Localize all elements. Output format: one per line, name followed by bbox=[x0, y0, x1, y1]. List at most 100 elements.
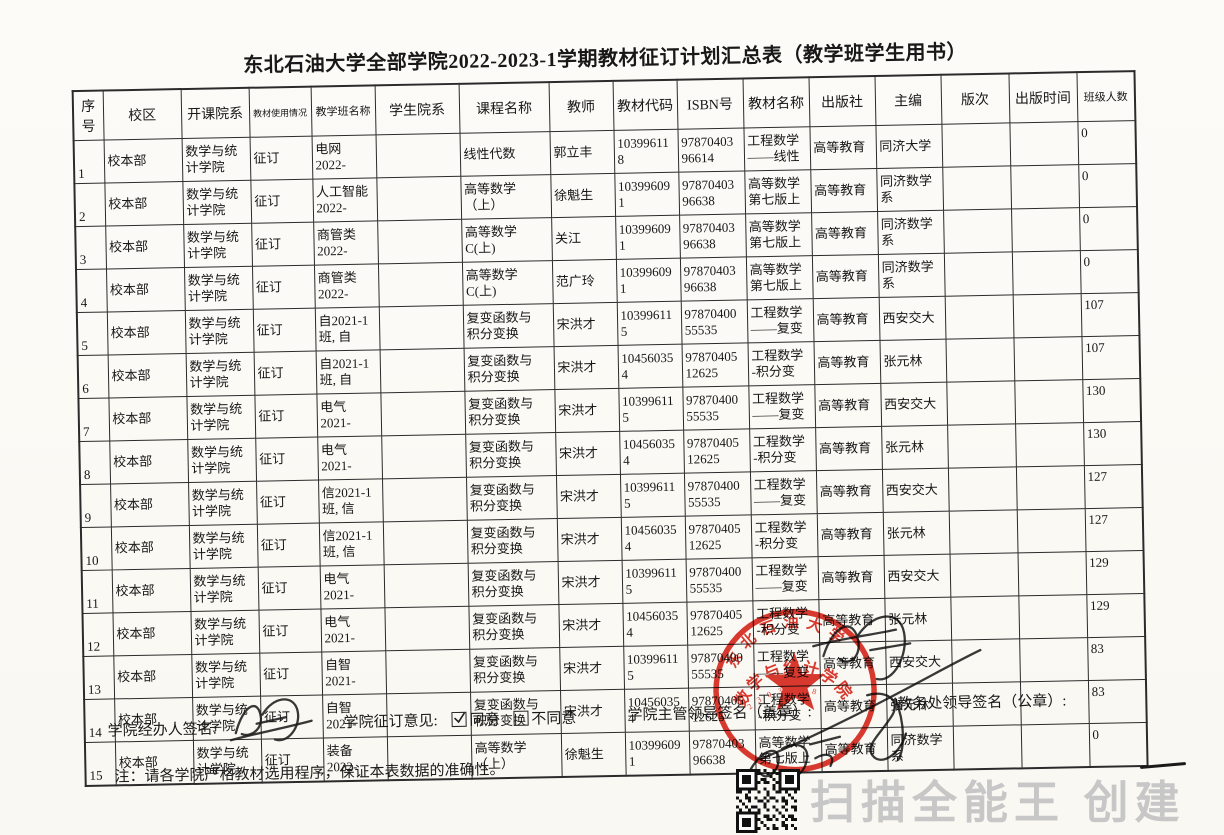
table-cell: 130 bbox=[1083, 421, 1142, 466]
table-cell: 0 bbox=[1079, 249, 1139, 294]
table-cell: 征订 bbox=[254, 394, 318, 439]
table-cell: 征订 bbox=[256, 523, 320, 568]
table-cell: 0 bbox=[1079, 206, 1138, 251]
table-cell: 高等教育 bbox=[816, 512, 884, 557]
table-cell: 宋洪才 bbox=[555, 474, 621, 519]
table-cell: 校本部 bbox=[108, 396, 188, 441]
table-cell: 征订 bbox=[251, 265, 315, 310]
table-cell: 宋洪才 bbox=[556, 517, 622, 562]
table-cell bbox=[1010, 164, 1080, 209]
table-cell: 征订 bbox=[257, 566, 321, 611]
table-cell: 宋洪才 bbox=[553, 345, 619, 390]
table-cell: 10456035 4 bbox=[617, 344, 683, 389]
table-cell bbox=[383, 563, 469, 608]
table-cell: 复变函数与 积分变换 bbox=[466, 518, 558, 564]
table-cell: 宋洪才 bbox=[552, 302, 618, 347]
table-cell bbox=[1012, 293, 1082, 338]
table-cell: 97870400 55535 bbox=[682, 385, 750, 431]
table-cell: 97870405 12625 bbox=[683, 428, 750, 474]
column-header: 出版社 bbox=[808, 75, 876, 127]
table-cell: 107 bbox=[1081, 335, 1141, 380]
table-cell: 自2021-1 班, 自 bbox=[315, 349, 381, 395]
table-cell: 97870403 96638 bbox=[678, 170, 746, 216]
table-cell: 复变函数与 积分变换 bbox=[467, 561, 559, 607]
table-cell: 复变函数与 积分变换 bbox=[462, 303, 554, 349]
table-cell bbox=[379, 348, 465, 393]
table-cell: 8 bbox=[79, 440, 111, 485]
column-header: 序号 bbox=[72, 90, 104, 141]
paper-sheet: 东北石油大学全部学院2022-2023-1学期教材征订计划汇总表（教学班学生用书… bbox=[63, 18, 1162, 828]
agree-label: 同意 bbox=[469, 712, 500, 729]
table-cell: 高等教育 bbox=[809, 125, 877, 170]
column-header: ISBN号 bbox=[676, 78, 744, 130]
table-cell: 徐魁生 bbox=[550, 173, 616, 218]
table-cell: 征订 bbox=[255, 437, 319, 482]
table-cell: 张元林 bbox=[879, 339, 947, 384]
table-cell: 复变函数与 积分变换 bbox=[468, 604, 560, 650]
table-cell: 商管类 2022- bbox=[313, 263, 379, 309]
table-cell bbox=[378, 305, 464, 350]
table-cell: 宋洪才 bbox=[554, 388, 620, 433]
table-cell: 宋洪才 bbox=[557, 560, 623, 605]
scanner-watermark: 扫描全能王 创建 bbox=[810, 777, 1186, 828]
table-cell: 关江 bbox=[551, 216, 616, 261]
column-header: 出版时间 bbox=[1008, 72, 1078, 123]
table-cell: 10456035 4 bbox=[619, 430, 684, 475]
table-cell: 129 bbox=[1086, 593, 1146, 638]
table-cell: 数学与统 计学院 bbox=[186, 395, 256, 440]
table-cell: 10399609 1 bbox=[614, 172, 680, 217]
table-cell: 复变函数与 积分变换 bbox=[463, 346, 555, 392]
table-cell: 97870403 96614 bbox=[677, 127, 745, 173]
table-cell: 校本部 bbox=[110, 482, 189, 527]
table-cell: 2 bbox=[74, 183, 106, 227]
table-cell: 电气 2021- bbox=[317, 435, 383, 481]
table-cell: 129 bbox=[1085, 550, 1145, 595]
table-cell: 10399611 5 bbox=[619, 473, 685, 518]
column-header: 主编 bbox=[874, 74, 942, 126]
table-cell: 郭立丰 bbox=[549, 130, 615, 175]
table-cell: 自智 2021- bbox=[321, 650, 387, 696]
table-cell bbox=[947, 423, 1016, 469]
table-cell: 10399611 5 bbox=[621, 559, 687, 604]
table-cell: 数学与统 计学院 bbox=[190, 610, 260, 655]
table-cell: 数学与统 计学院 bbox=[185, 352, 255, 397]
table-cell: 数学与统 计学院 bbox=[188, 481, 257, 526]
table-cell: 数学与统 计学院 bbox=[187, 438, 257, 483]
table-cell: 高等数学 第七版上 bbox=[745, 212, 812, 257]
table-cell: 数学与统 计学院 bbox=[191, 653, 261, 698]
table-cell bbox=[946, 380, 1016, 426]
table-cell: 征订 bbox=[253, 351, 317, 396]
table-cell: 信2021-1 班, 信 bbox=[318, 478, 383, 524]
table-cell bbox=[947, 466, 1017, 512]
column-header: 开课院系 bbox=[180, 87, 250, 139]
table-cell: 10399609 1 bbox=[615, 215, 680, 260]
table-cell: 6 bbox=[77, 354, 109, 399]
column-header: 班级人数 bbox=[1076, 71, 1136, 122]
table-cell: 数学与统 计学院 bbox=[183, 223, 252, 268]
table-cell: 信2021-1 班, 信 bbox=[318, 521, 384, 567]
column-header: 学生院系 bbox=[374, 83, 460, 135]
table-cell: 10399611 8 bbox=[613, 129, 679, 174]
table-cell: 工程数学 ——复变 bbox=[751, 556, 819, 601]
table-cell: 高等数学 第七版上 bbox=[744, 169, 812, 214]
table-cell bbox=[1013, 336, 1083, 381]
table-cell: 征订 bbox=[258, 609, 322, 654]
table-cell: 15 bbox=[84, 741, 116, 786]
table-cell: 高等教育 bbox=[817, 555, 885, 600]
table-cell: 高等教育 bbox=[812, 297, 880, 342]
table-cell: 电气 2021- bbox=[319, 564, 385, 610]
table-cell: 97870403 96638 bbox=[679, 213, 746, 259]
table-cell: 工程数学 -积分变 bbox=[749, 427, 816, 472]
table-cell: 征订 bbox=[259, 652, 323, 697]
table-cell: 0 bbox=[1088, 722, 1148, 768]
column-header: 教师 bbox=[548, 80, 614, 132]
table-cell: 校本部 bbox=[113, 654, 193, 699]
table-cell: 130 bbox=[1082, 378, 1142, 423]
table-cell: 10399611 5 bbox=[616, 301, 682, 346]
table-cell: 校本部 bbox=[105, 224, 184, 270]
table-cell: 校本部 bbox=[110, 525, 190, 570]
table-cell: 3 bbox=[75, 226, 107, 270]
table-cell: 复变函数与 积分变换 bbox=[465, 475, 557, 521]
column-header: 校区 bbox=[102, 89, 182, 141]
table-cell bbox=[1009, 121, 1079, 166]
